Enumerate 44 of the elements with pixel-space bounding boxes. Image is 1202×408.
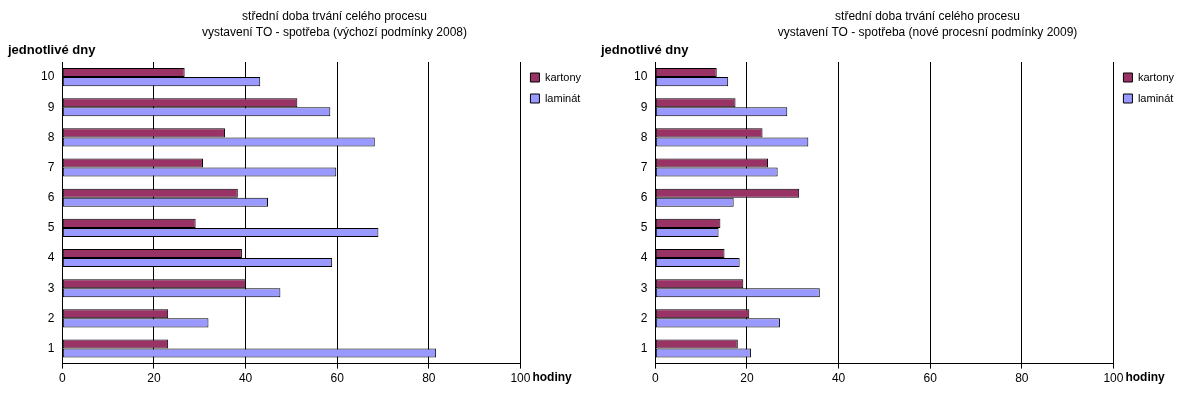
chart-title: střední doba trvání celého procesu (241, 8, 428, 24)
x-tick-label: 100 (1103, 371, 1124, 386)
chart-subtitle: vystavení TO - spotřeba (nové procesní podmínky 2009) (776, 24, 1079, 40)
y-tick-label: 8 (47, 129, 55, 144)
y-tick-label: 6 (47, 190, 55, 205)
x-tick-label: 40 (238, 371, 253, 386)
x-tick-label: 80 (422, 371, 436, 386)
y-tick-label: 7 (640, 159, 648, 174)
y-axis-title: jednotlivé dny (601, 42, 689, 57)
y-tick-label: 10 (633, 69, 648, 84)
x-tick-label: 40 (831, 371, 846, 386)
y-tick-label: 6 (640, 190, 648, 205)
legend-label: kartony (544, 70, 582, 83)
chart-title: střední doba trvání celého procesu (834, 8, 1021, 24)
x-axis-title: hodiny (532, 369, 572, 384)
legend-label: kartony (1137, 70, 1175, 83)
x-tick-label: 60 (330, 371, 345, 386)
x-tick-label: 80 (1015, 371, 1029, 386)
y-tick-label: 4 (640, 250, 648, 265)
x-axis-title: hodiny (1125, 369, 1165, 384)
y-tick-label: 2 (47, 310, 55, 325)
chart-subtitle: vystavení TO - spotřeba (výchozí podmínky 2008) (201, 24, 468, 40)
y-tick-label: 5 (47, 220, 55, 235)
y-tick-label: 3 (47, 280, 55, 295)
y-tick-label: 7 (47, 159, 55, 174)
legend-label: laminát (544, 91, 581, 104)
y-tick-label: 2 (640, 310, 648, 325)
y-tick-label: 5 (640, 220, 648, 235)
x-tick-label: 60 (923, 371, 938, 386)
x-tick-label: 0 (59, 371, 66, 386)
y-tick-label: 1 (640, 340, 648, 355)
legend-label: laminát (1137, 91, 1174, 104)
y-tick-label: 9 (47, 99, 55, 114)
y-axis-title: jednotlivé dny (8, 42, 96, 57)
x-tick-label: 20 (147, 371, 161, 386)
y-tick-label: 10 (40, 69, 55, 84)
y-tick-label: 8 (640, 129, 648, 144)
y-tick-label: 3 (640, 280, 648, 295)
y-tick-label: 4 (47, 250, 55, 265)
y-tick-label: 1 (47, 340, 55, 355)
x-tick-label: 100 (510, 371, 531, 386)
y-tick-label: 9 (640, 99, 648, 114)
x-tick-label: 20 (740, 371, 754, 386)
x-tick-label: 0 (652, 371, 659, 386)
